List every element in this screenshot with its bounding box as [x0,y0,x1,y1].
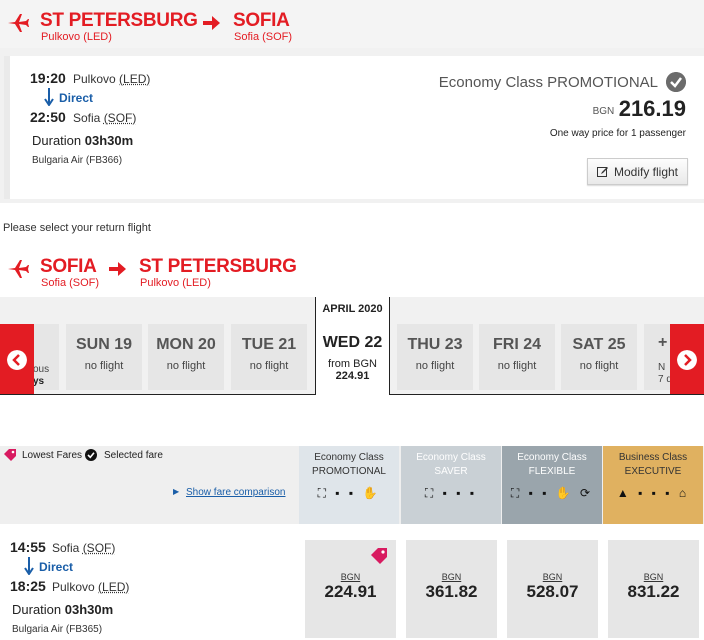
fare-feature-icons: ⛶ ▪ ▪ ✋ [317,486,381,500]
outbound-origin-city: ST PETERSBURG [40,10,198,31]
outbound-price-currency: BGN [592,106,615,117]
price-tag-icon [4,449,16,461]
calendar-day[interactable]: FRI 24 no flight [479,324,555,390]
check-circle-icon [666,72,686,92]
return-direct-label: Direct [39,560,74,574]
arrow-down-icon [44,88,54,106]
outbound-destination-city: SOFIA [233,10,290,31]
arrow-right-icon [109,262,126,276]
lowest-fare-tag-icon [371,548,387,564]
return-origin-airport: Sofia (SOF) [41,277,100,289]
calendar-prev-button[interactable] [0,324,34,394]
return-origin-city: SOFIA [40,256,97,277]
arrow-down-icon [24,557,34,575]
fare-price-flexible[interactable]: BGN 528.07 [507,540,598,638]
return-duration: Duration 03h30m [12,602,114,617]
check-circle-icon [85,449,97,461]
legend-lowest-fares: Lowest Fares [22,450,83,461]
outbound-destination-airport: Sofia (SOF) [234,31,293,43]
fare-feature-icons: ⛶ ▪ ▪ ✋ ⟳ [510,486,594,500]
chevron-left-icon [7,350,27,370]
calendar-day[interactable]: SAT 25 no flight [561,324,637,390]
outbound-arrive-place: Sofia (SOF) [73,111,137,125]
legend-selected-fare: Selected fare [104,450,163,461]
fare-class-flexible[interactable]: Economy Class FLEXIBLE ⛶ ▪ ▪ ✋ ⟳ [502,446,602,524]
return-depart-time: 14:55 [10,539,46,555]
calendar-day[interactable]: SUN 19 no flight [66,324,142,390]
calendar-next-button[interactable] [670,324,704,394]
fare-feature-icons: ▲ ▪ ▪ ▪ ⌂ [616,486,690,500]
outbound-operator: Bulgaria Air (FB366) [32,155,123,166]
outbound-price-value: 216.19 [618,96,686,121]
calendar-day-selected[interactable]: WED 22 from BGN 224.91 [316,322,389,394]
return-destination-airport: Pulkovo (LED) [140,277,211,289]
return-arrive-place: Pulkovo (LED) [52,580,130,594]
outbound-depart-time: 19:20 [30,70,66,86]
plane-icon [8,260,29,278]
return-arrive-time: 18:25 [10,578,46,594]
return-route-header: SOFIA Sofia (SOF) ST PETERSBURG Pulkovo … [0,246,704,294]
show-fare-comparison-link[interactable]: Show fare comparison [186,487,286,498]
calendar-day[interactable]: TUE 21 no flight [231,324,307,390]
select-return-prompt: Please select your return flight [3,222,151,234]
chevron-right-icon [677,350,697,370]
outbound-class-title: Economy Class PROMOTIONAL [438,74,658,91]
modify-flight-button[interactable]: Modify flight [587,158,688,185]
edit-icon [596,166,608,177]
outbound-duration: Duration 03h30m [32,133,134,148]
calendar-month: APRIL 2020 [322,303,383,315]
fare-feature-icons: ⛶ ▪ ▪ ▪ [424,486,478,500]
outbound-route-header: ST PETERSBURG Pulkovo (LED) SOFIA Sofia … [0,0,704,48]
fare-class-saver[interactable]: Economy Class SAVER ⛶ ▪ ▪ ▪ [401,446,501,524]
return-operator: Bulgaria Air (FB365) [12,624,103,635]
plane-icon [8,14,29,32]
modify-flight-label: Modify flight [613,164,679,179]
outbound-direct-label: Direct [59,91,94,105]
return-destination-city: ST PETERSBURG [139,256,297,277]
return-depart-place: Sofia (SOF) [52,541,116,555]
arrow-right-icon [203,16,220,30]
fare-class-promotional[interactable]: Economy Class PROMOTIONAL ⛶ ▪ ▪ ✋ [299,446,399,524]
fare-price-executive[interactable]: BGN 831.22 [608,540,699,638]
fare-class-executive[interactable]: Business Class EXECUTIVE ▲ ▪ ▪ ▪ ⌂ [603,446,703,524]
caret-right-icon: ▶ [173,487,180,496]
outbound-arrive-time: 22:50 [30,109,66,125]
outbound-price: BGN 216.19 [593,96,686,122]
calendar-day[interactable]: MON 20 no flight [148,324,224,390]
calendar-day[interactable]: THU 23 no flight [397,324,473,390]
outbound-depart-place: Pulkovo (LED) [73,72,151,86]
outbound-origin-airport: Pulkovo (LED) [41,31,112,43]
fare-price-saver[interactable]: BGN 361.82 [406,540,497,638]
outbound-price-note: One way price for 1 passenger [549,128,686,139]
